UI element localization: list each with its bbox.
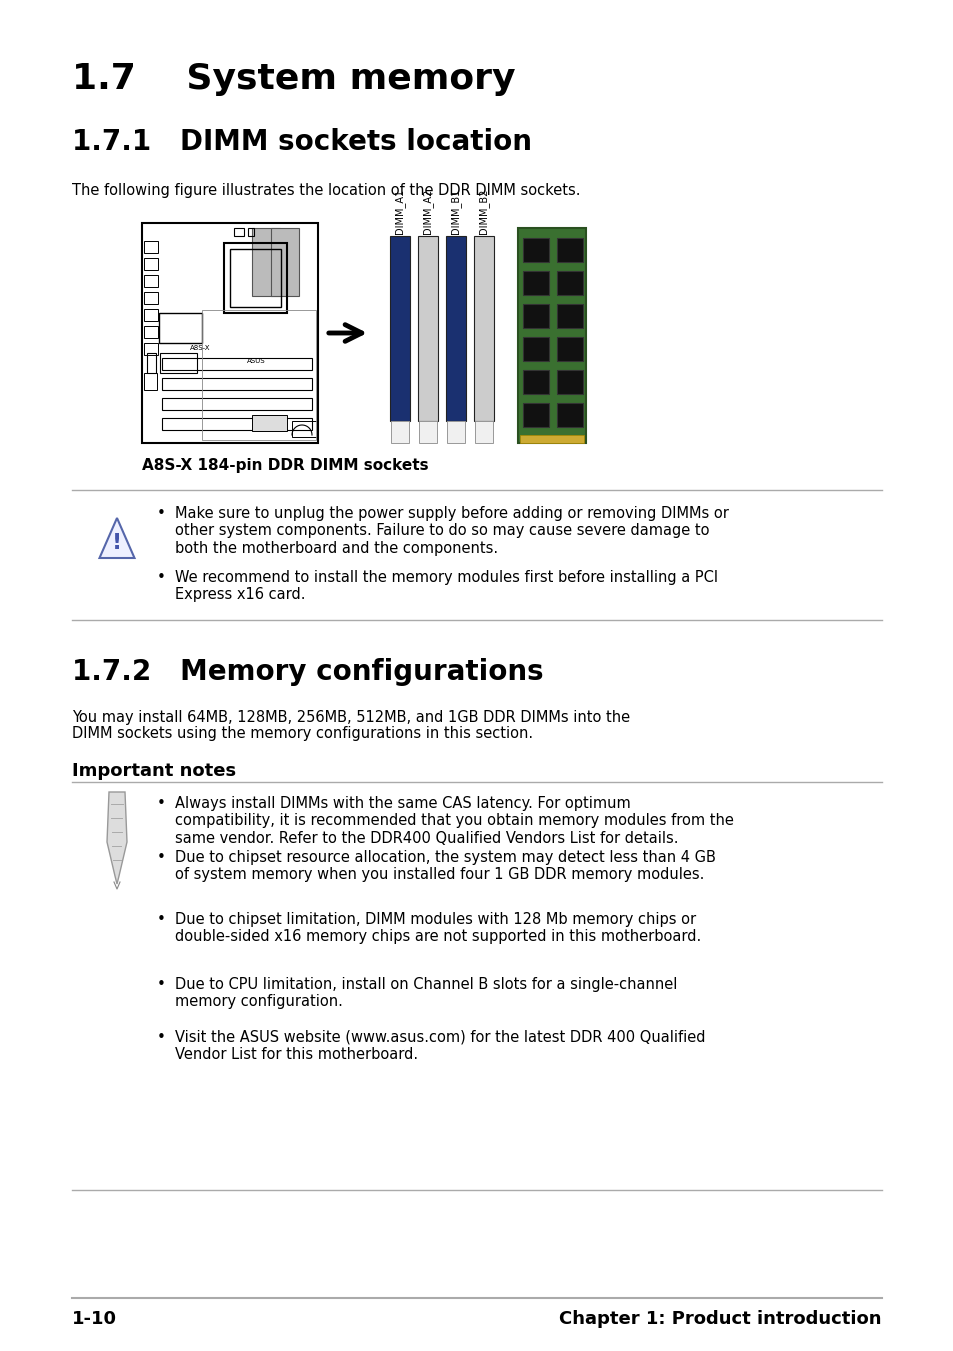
Polygon shape [522,304,548,328]
Text: Due to chipset limitation, DIMM modules with 128 Mb memory chips or
double-sided: Due to chipset limitation, DIMM modules … [174,912,700,944]
Polygon shape [522,238,548,262]
Polygon shape [522,370,548,394]
Polygon shape [418,422,436,443]
Polygon shape [417,236,437,422]
Text: DIMM_B2: DIMM_B2 [478,189,489,234]
Polygon shape [475,422,493,443]
Text: 1.7.2   Memory configurations: 1.7.2 Memory configurations [71,658,543,686]
Text: •: • [157,850,166,865]
Polygon shape [252,228,280,296]
Polygon shape [557,336,582,361]
Text: We recommend to install the memory modules first before installing a PCI
Express: We recommend to install the memory modul… [174,570,718,603]
Polygon shape [522,336,548,361]
Polygon shape [557,272,582,295]
Text: Always install DIMMs with the same CAS latency. For optimum
compatibility, it is: Always install DIMMs with the same CAS l… [174,796,733,846]
Text: A8S-X: A8S-X [190,345,211,351]
Text: •: • [157,507,166,521]
Text: Due to CPU limitation, install on Channel B slots for a single-channel
memory co: Due to CPU limitation, install on Channe… [174,977,677,1009]
Text: DIMM_A2: DIMM_A2 [422,189,433,234]
Text: •: • [157,912,166,927]
Text: •: • [157,570,166,585]
Text: The following figure illustrates the location of the DDR DIMM sockets.: The following figure illustrates the loc… [71,182,579,199]
Polygon shape [522,403,548,427]
Text: !: ! [112,534,122,553]
Polygon shape [252,415,287,431]
Polygon shape [557,403,582,427]
Polygon shape [99,517,134,558]
Text: DIMM sockets using the memory configurations in this section.: DIMM sockets using the memory configurat… [71,725,533,740]
Polygon shape [557,304,582,328]
Text: 1.7    System memory: 1.7 System memory [71,62,515,96]
Polygon shape [271,228,298,296]
Polygon shape [557,238,582,262]
Text: Make sure to unplug the power supply before adding or removing DIMMs or
other sy: Make sure to unplug the power supply bef… [174,507,728,555]
Text: Due to chipset resource allocation, the system may detect less than 4 GB
of syst: Due to chipset resource allocation, the … [174,850,715,882]
Polygon shape [517,228,585,443]
Text: 1.7.1   DIMM sockets location: 1.7.1 DIMM sockets location [71,128,532,155]
Polygon shape [474,236,494,422]
Polygon shape [390,236,410,422]
Text: ASUS: ASUS [247,358,265,363]
Text: DIMM_B1: DIMM_B1 [450,189,461,234]
Polygon shape [557,370,582,394]
Text: •: • [157,796,166,811]
Text: A8S-X 184-pin DDR DIMM sockets: A8S-X 184-pin DDR DIMM sockets [142,458,428,473]
Text: DIMM_A1: DIMM_A1 [395,189,405,234]
Polygon shape [447,422,464,443]
Polygon shape [519,435,583,443]
Polygon shape [522,272,548,295]
Polygon shape [107,792,127,884]
Text: You may install 64MB, 128MB, 256MB, 512MB, and 1GB DDR DIMMs into the: You may install 64MB, 128MB, 256MB, 512M… [71,711,630,725]
Text: Chapter 1: Product introduction: Chapter 1: Product introduction [558,1310,882,1328]
Polygon shape [391,422,409,443]
Polygon shape [446,236,465,422]
Text: •: • [157,1029,166,1046]
Text: 1-10: 1-10 [71,1310,117,1328]
Text: •: • [157,977,166,992]
Text: Visit the ASUS website (www.asus.com) for the latest DDR 400 Qualified
Vendor Li: Visit the ASUS website (www.asus.com) fo… [174,1029,705,1062]
Text: Important notes: Important notes [71,762,236,780]
